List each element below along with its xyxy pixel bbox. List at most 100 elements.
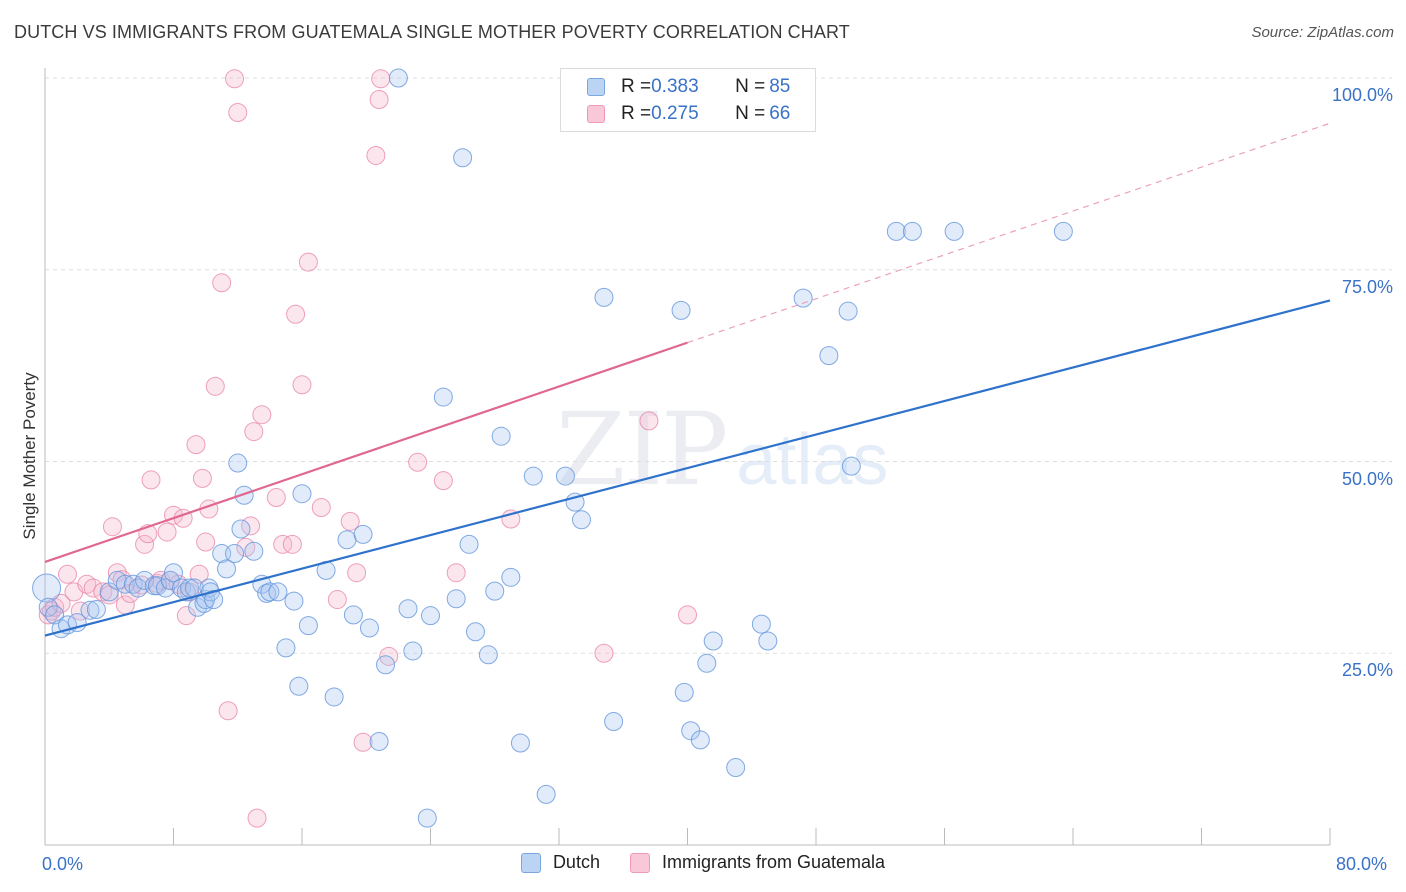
guatemala-r-value: 0.275 <box>651 103 699 124</box>
watermark-zip: ZIP <box>556 391 728 508</box>
guatemala-point <box>433 471 453 491</box>
dutch-point <box>478 645 498 665</box>
dutch-point <box>268 582 288 602</box>
dutch-point <box>353 524 373 544</box>
dutch-point <box>417 808 437 828</box>
guatemala-point <box>186 435 206 455</box>
guatemala-point <box>282 534 302 554</box>
dutch-point <box>45 605 65 625</box>
dutch-point <box>244 541 264 561</box>
guatemala-point <box>408 452 428 472</box>
legend-row-dutch: R = 0.383 N = 85 <box>587 75 790 99</box>
dutch-point <box>421 606 440 626</box>
legend-swatch-guatemala <box>629 852 650 873</box>
legend-item-dutch: Dutch <box>520 852 600 873</box>
guatemala-point <box>369 89 389 109</box>
guatemala-point <box>41 601 61 621</box>
dutch-point <box>298 616 318 636</box>
dutch-point <box>510 733 530 753</box>
x-tick-label-min: 0.0% <box>42 854 84 874</box>
guatemala-point <box>366 145 386 165</box>
dutch-point <box>86 600 106 620</box>
guatemala-point <box>353 732 373 752</box>
legend-label-guatemala: Immigrants from Guatemala <box>661 852 886 872</box>
dutch-point <box>485 581 505 601</box>
dutch-point <box>38 597 58 617</box>
guatemala-point <box>107 563 127 583</box>
guatemala-point <box>327 590 347 610</box>
y-tick-label: 100.0% <box>1331 85 1393 105</box>
guatemala-point <box>244 422 264 442</box>
dutch-trendline <box>44 299 1331 637</box>
dutch-point <box>446 589 466 609</box>
guatemala-point <box>594 643 614 663</box>
guatemala-trendline-extension <box>687 122 1331 344</box>
dutch-point <box>369 731 389 751</box>
guatemala-point <box>292 375 312 395</box>
guatemala-point <box>192 468 212 488</box>
dutch-point <box>128 578 148 598</box>
guatemala-point <box>157 522 177 542</box>
guatemala-point <box>286 304 306 324</box>
dutch-point <box>758 631 778 651</box>
dutch-point <box>571 510 591 530</box>
dutch-point <box>359 618 379 638</box>
dutch-point <box>555 466 575 486</box>
guatemala-point <box>57 564 77 584</box>
dutch-point <box>674 682 694 702</box>
guatemala-trendline <box>44 341 688 564</box>
guatemala-point <box>205 376 225 396</box>
dutch-point <box>388 68 408 88</box>
dutch-point <box>459 534 479 554</box>
legend-label-dutch: Dutch <box>552 852 600 872</box>
dutch-point <box>838 301 858 321</box>
dutch-r-value: 0.383 <box>651 76 699 97</box>
dutch-point <box>793 288 813 308</box>
dutch-point <box>115 574 135 594</box>
source-label: Source: ZipAtlas.com <box>1251 24 1394 41</box>
dutch-point <box>902 221 922 241</box>
guatemala-point <box>639 411 659 431</box>
dutch-point <box>147 576 167 596</box>
guatemala-point <box>225 69 245 89</box>
dutch-point <box>228 453 248 473</box>
dutch-point <box>337 530 357 550</box>
guatemala-point <box>141 470 161 490</box>
guatemala-point <box>340 511 360 531</box>
guatemala-point <box>273 534 293 554</box>
dutch-point <box>671 300 691 320</box>
legend-row-guatemala: R = 0.275 N = 66 <box>587 102 790 126</box>
dutch-r-label: R = <box>621 76 652 97</box>
dutch-point <box>604 712 624 732</box>
guatemala-point <box>371 69 391 89</box>
dutch-point <box>292 484 312 504</box>
guatemala-point <box>70 601 90 621</box>
dutch-point <box>225 544 245 564</box>
dutch-point <box>453 148 473 168</box>
legend-swatch-dutch <box>520 852 541 873</box>
guatemala-point <box>135 534 155 554</box>
dutch-point <box>284 591 304 611</box>
dutch-point <box>260 582 280 602</box>
guatemala-point <box>446 563 466 583</box>
stats-legend: R = 0.383 N = 85 R = 0.275 N = 66 <box>560 68 816 132</box>
dutch-point <box>160 570 180 590</box>
dutch-point <box>697 653 717 673</box>
watermark: ZIP atlas <box>556 400 888 500</box>
dutch-point <box>465 622 485 642</box>
dutch-point <box>217 559 237 579</box>
guatemala-point <box>228 103 248 123</box>
dutch-point <box>234 485 254 505</box>
dutch-point <box>231 519 251 539</box>
guatemala-r-label: R = <box>621 103 652 124</box>
guatemala-point <box>347 563 367 583</box>
dutch-n-label: N = <box>735 76 766 97</box>
guatemala-n-value: 66 <box>769 103 791 124</box>
dutch-point <box>703 631 723 651</box>
dutch-point <box>324 687 344 707</box>
guatemala-point <box>218 701 238 721</box>
guatemala-point <box>247 808 267 828</box>
dutch-point <box>376 655 396 675</box>
guatemala-point <box>266 488 286 508</box>
dutch-point <box>841 456 861 476</box>
